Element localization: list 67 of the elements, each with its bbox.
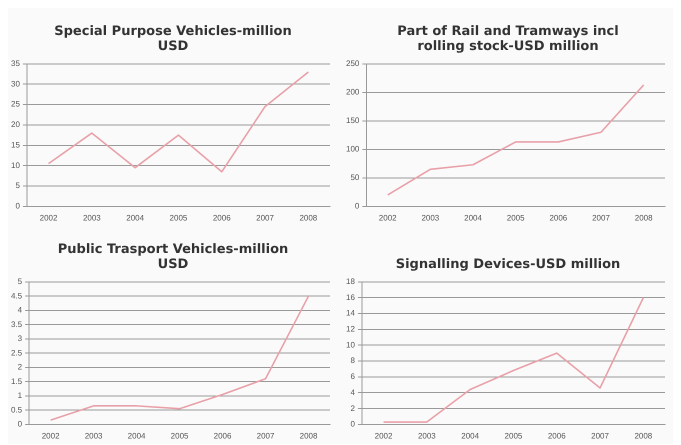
y-tick-label: 4 xyxy=(18,306,23,315)
y-tick-label: 0 xyxy=(350,420,356,429)
y-tick-label: 30 xyxy=(10,79,20,88)
y-tick-label: 25 xyxy=(10,100,20,109)
y-tick-label: 20 xyxy=(10,120,20,130)
y-tick-label: 8 xyxy=(350,356,356,366)
x-tick-label: 2006 xyxy=(212,213,232,222)
y-tick-label: 2.5 xyxy=(10,348,23,358)
x-tick-label: 2002 xyxy=(40,213,58,222)
y-tick-label: 1.5 xyxy=(10,376,23,386)
y-tick-label: 0 xyxy=(18,420,23,429)
x-tick-label: 2008 xyxy=(299,213,318,222)
x-tick-label: 2002 xyxy=(42,431,60,440)
y-tick-label: 4.5 xyxy=(10,291,23,300)
y-tick-label: 3 xyxy=(18,334,23,344)
y-tick-label: 5 xyxy=(18,277,23,286)
y-tick-label: 6 xyxy=(350,372,356,382)
y-tick-label: 3.5 xyxy=(10,320,23,329)
x-tick-label: 2005 xyxy=(170,431,190,440)
y-tick-label: 16 xyxy=(346,292,356,302)
y-tick-label: 5 xyxy=(15,181,20,190)
x-tick-label: 2004 xyxy=(128,431,146,440)
x-tick-label: 2004 xyxy=(464,213,482,222)
y-tick-label: 0.5 xyxy=(10,405,23,414)
chart-title: Public Trasport Vehicles-million USD xyxy=(56,241,290,274)
y-tick-label: 2 xyxy=(350,404,356,413)
chart-title: Special Purpose Vehicles-million USD xyxy=(53,23,293,56)
x-tick-label: 2007 xyxy=(592,213,610,222)
x-tick-label: 2006 xyxy=(549,213,568,222)
x-tick-label: 2002 xyxy=(374,431,393,440)
x-tick-label: 2005 xyxy=(170,213,188,222)
y-tick-label: 18 xyxy=(346,277,356,286)
y-tick-label: 10 xyxy=(10,160,20,170)
chart-title: Part of Rail and Tramways incl rolling stock-USD million xyxy=(396,23,620,56)
y-tick-label: 14 xyxy=(346,308,356,318)
x-tick-label: 2005 xyxy=(504,431,523,440)
x-tick-label: 2003 xyxy=(418,431,436,440)
x-tick-label: 2003 xyxy=(84,431,104,440)
y-tick-label: 50 xyxy=(350,173,360,182)
y-tick-label: 100 xyxy=(346,144,360,154)
y-tick-label: 10 xyxy=(346,340,356,350)
y-tick-label: 15 xyxy=(10,140,20,150)
x-tick-label: 2008 xyxy=(634,431,653,440)
y-tick-label: 0 xyxy=(354,202,360,211)
x-tick-label: 2007 xyxy=(256,213,274,222)
x-tick-label: 2004 xyxy=(461,431,480,440)
chart-title: Signalling Devices-USD million xyxy=(394,256,622,274)
x-tick-label: 2002 xyxy=(378,213,398,222)
y-tick-label: 35 xyxy=(10,59,20,68)
y-tick-label: 1 xyxy=(18,391,23,400)
y-tick-label: 0 xyxy=(15,202,20,211)
x-tick-label: 2005 xyxy=(506,213,526,222)
x-tick-label: 2006 xyxy=(548,431,566,440)
y-tick-label: 2 xyxy=(18,362,23,372)
x-tick-label: 2007 xyxy=(591,431,610,440)
y-tick-label: 150 xyxy=(346,116,360,126)
x-tick-label: 2003 xyxy=(82,213,102,222)
x-tick-label: 2006 xyxy=(214,431,232,440)
y-tick-label: 250 xyxy=(346,59,360,68)
x-tick-label: 2008 xyxy=(300,431,318,440)
x-tick-label: 2008 xyxy=(634,213,654,222)
x-tick-label: 2004 xyxy=(126,213,145,222)
y-tick-label: 12 xyxy=(346,324,356,334)
y-tick-label: 200 xyxy=(346,88,360,97)
x-tick-label: 2003 xyxy=(421,213,440,222)
x-tick-label: 2007 xyxy=(256,431,275,440)
y-tick-label: 4 xyxy=(350,388,356,397)
